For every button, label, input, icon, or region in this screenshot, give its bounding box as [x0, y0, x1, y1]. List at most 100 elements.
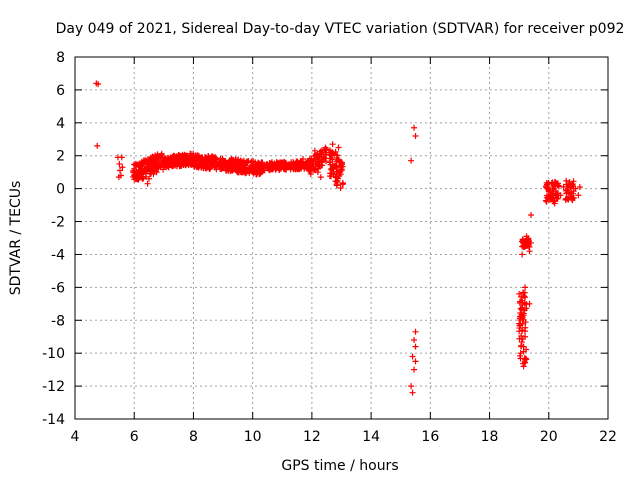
x-tick-label: 8 [189, 429, 198, 445]
data-point [311, 155, 318, 162]
data-point [412, 328, 419, 335]
data-point [337, 184, 344, 191]
data-point [137, 162, 144, 169]
data-point [545, 188, 552, 195]
y-tick-label: -14 [42, 412, 65, 428]
data-point [117, 172, 124, 179]
data-point [151, 157, 158, 164]
data-point [545, 180, 552, 187]
data-point [201, 159, 208, 166]
data-point [290, 166, 297, 173]
data-point [165, 156, 172, 163]
data-point [212, 154, 219, 161]
data-point [203, 163, 210, 170]
x-tick-label: 10 [244, 429, 262, 445]
data-point [131, 176, 138, 183]
y-tick-label: 0 [56, 182, 65, 198]
data-point [276, 166, 283, 173]
data-point [523, 356, 530, 363]
data-point [563, 177, 570, 184]
data-point [209, 160, 216, 167]
data-point [267, 162, 274, 169]
data-point [565, 190, 572, 197]
data-point [187, 153, 194, 160]
data-point [117, 167, 124, 174]
data-point [219, 159, 226, 166]
data-point [521, 307, 528, 314]
x-axis-label: GPS time / hours [281, 458, 398, 474]
data-point [150, 154, 157, 161]
data-point [517, 355, 524, 362]
data-point [119, 164, 126, 171]
data-point [338, 167, 345, 174]
data-point [516, 328, 523, 335]
x-tick-label: 6 [130, 429, 139, 445]
x-tick-label: 20 [540, 429, 558, 445]
data-point [336, 158, 343, 165]
data-point [194, 152, 201, 159]
data-point [299, 163, 306, 170]
data-point [519, 299, 526, 306]
data-point [132, 160, 139, 167]
y-tick-label: -2 [51, 215, 65, 231]
x-tick-label: 18 [481, 429, 499, 445]
x-tick-label: 14 [362, 429, 380, 445]
data-point [192, 158, 199, 165]
data-point [411, 337, 418, 344]
y-tick-label: -4 [51, 247, 65, 263]
data-point [334, 177, 341, 184]
data-point [543, 194, 550, 201]
data-point [309, 164, 316, 171]
data-point [516, 335, 523, 342]
data-point [314, 161, 321, 168]
data-point [551, 181, 558, 188]
data-point [161, 161, 168, 168]
data-point [234, 156, 241, 163]
data-point [235, 167, 242, 174]
data-point [412, 343, 419, 350]
y-axis-label: SDTVAR / TECUs [8, 181, 24, 296]
data-point [160, 166, 167, 173]
data-point [303, 159, 310, 166]
data-point [520, 292, 527, 299]
data-point [293, 162, 300, 169]
data-point [154, 158, 161, 165]
data-point [551, 197, 558, 204]
data-point [521, 289, 528, 296]
data-point [337, 164, 344, 171]
y-tick-label: -12 [42, 379, 65, 395]
data-point [335, 144, 342, 151]
data-point [191, 162, 198, 169]
data-point [94, 142, 101, 149]
data-point [339, 181, 346, 188]
data-point [412, 132, 419, 139]
data-point [409, 353, 416, 360]
data-point [147, 170, 154, 177]
data-point [327, 155, 334, 162]
axis-ticks [74, 56, 609, 420]
y-tick-label: 6 [56, 83, 65, 99]
data-point [146, 163, 153, 170]
data-point [232, 163, 239, 170]
data-point [133, 169, 140, 176]
data-point [158, 150, 165, 157]
data-point [518, 342, 525, 349]
data-point [327, 170, 334, 177]
data-point [331, 162, 338, 169]
data-points [93, 80, 583, 396]
data-point [522, 284, 529, 291]
data-point [266, 167, 273, 174]
data-point [320, 153, 327, 160]
data-point [564, 183, 571, 190]
data-point [239, 165, 246, 172]
y-tick-label: -6 [51, 280, 65, 296]
data-point [327, 148, 334, 155]
data-point [334, 152, 341, 159]
data-point [311, 147, 318, 154]
data-point [329, 141, 336, 148]
data-point [241, 161, 248, 168]
data-point [317, 174, 324, 181]
data-point [213, 166, 220, 173]
data-point [290, 160, 297, 167]
